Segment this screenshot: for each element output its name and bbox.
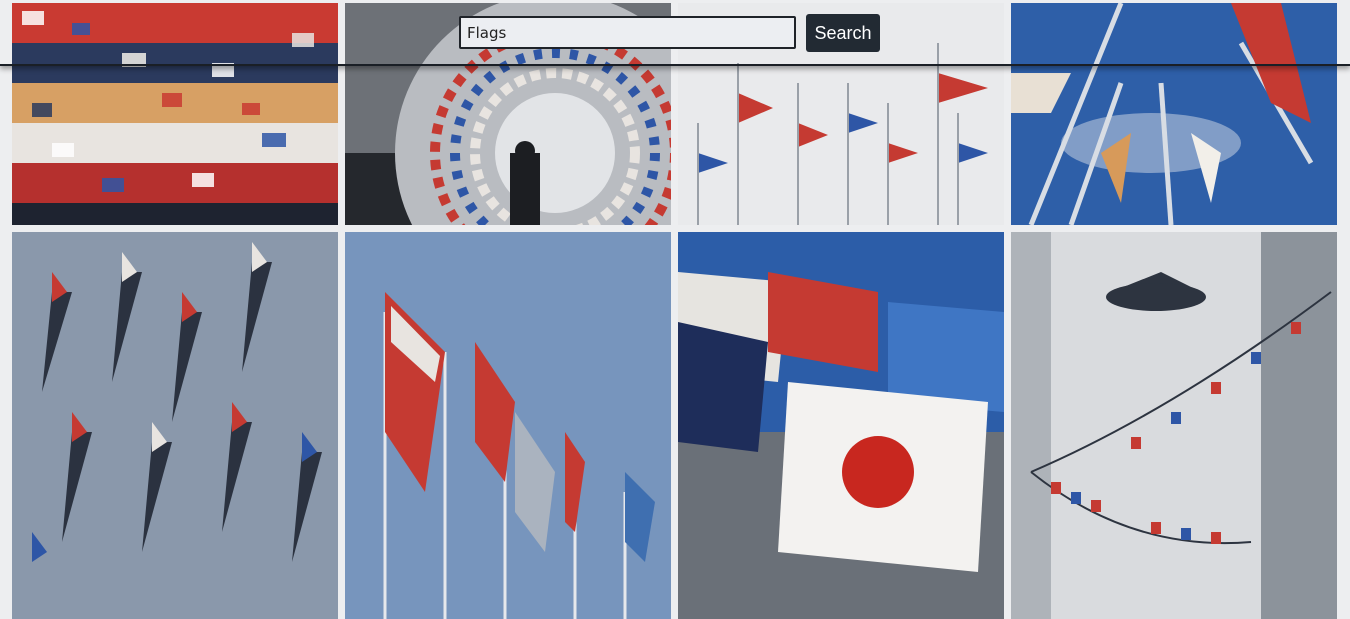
flags-against-sky-image [1011, 3, 1337, 225]
gallery-photo[interactable] [12, 232, 338, 619]
bunting-alley-image [1011, 232, 1337, 619]
gallery-photo[interactable] [345, 232, 671, 619]
search-bar: Search [0, 0, 1350, 66]
search-button[interactable]: Search [806, 14, 880, 52]
gallery-photo[interactable] [12, 3, 338, 225]
gallery-photo[interactable] [678, 232, 1004, 619]
gallery-photo[interactable] [1011, 3, 1337, 225]
us-flags-blue-sky-image [345, 232, 671, 619]
gallery-photo[interactable] [1011, 232, 1337, 619]
flags-collage-image [12, 3, 338, 225]
flags-on-wall-shadows-image [12, 232, 338, 619]
japan-flag-closeup-image [678, 232, 1004, 619]
search-input[interactable] [459, 16, 796, 49]
